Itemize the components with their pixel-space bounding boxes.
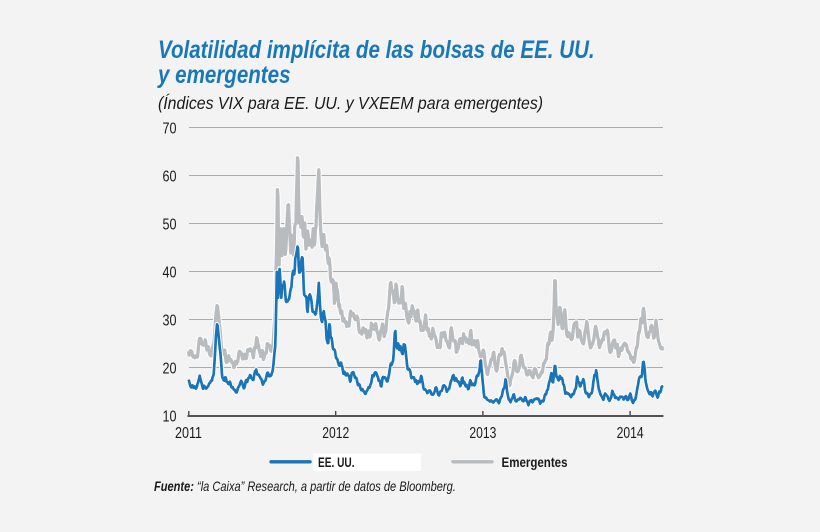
svg-text:50: 50: [163, 217, 177, 234]
svg-text:20: 20: [163, 361, 177, 378]
svg-text:EE. UU.: EE. UU.: [318, 455, 355, 470]
svg-text:40: 40: [163, 265, 177, 282]
svg-text:2013: 2013: [469, 425, 496, 442]
svg-text:70: 70: [163, 121, 177, 138]
svg-text:2011: 2011: [175, 425, 202, 442]
svg-text:30: 30: [163, 313, 177, 330]
svg-text:10: 10: [163, 409, 177, 426]
svg-text:2014: 2014: [617, 425, 644, 442]
svg-text:2012: 2012: [322, 425, 349, 442]
svg-text:60: 60: [163, 169, 177, 186]
svg-text:Emergentes: Emergentes: [502, 455, 568, 470]
